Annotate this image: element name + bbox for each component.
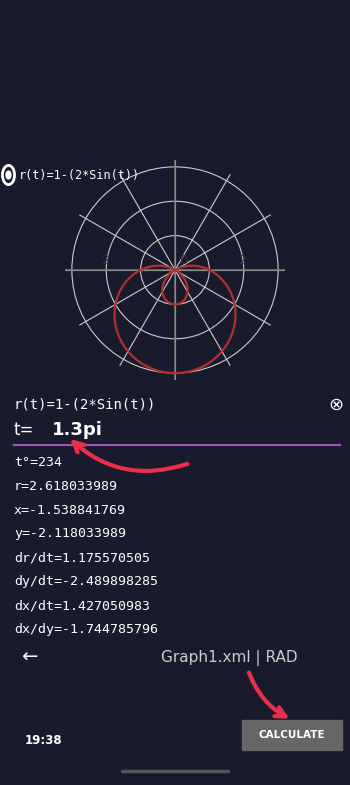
Text: Graph1.xml | RAD: Graph1.xml | RAD [161,649,298,666]
Circle shape [6,171,11,179]
Text: 2: 2 [102,254,111,267]
Text: r=2.618033989: r=2.618033989 [14,480,118,492]
Text: x=-1.538841769: x=-1.538841769 [14,503,126,517]
Text: ⊗: ⊗ [328,396,344,414]
Text: 0: 0 [179,254,188,267]
Text: CALCULATE: CALCULATE [259,730,325,740]
Bar [242,720,342,750]
Text: r(t)=1-(2*Sin(t)): r(t)=1-(2*Sin(t)) [14,398,156,412]
Text: 19:38: 19:38 [25,733,62,747]
Text: r(t)=1-(2*Sin(t)): r(t)=1-(2*Sin(t)) [19,169,140,181]
Text: 68%: 68% [302,735,326,745]
Text: t=: t= [14,421,34,439]
Text: ←: ← [21,648,37,667]
Text: dx/dy=-1.744785796: dx/dy=-1.744785796 [14,623,158,637]
Text: y=-2.118033989: y=-2.118033989 [14,528,126,541]
Text: dr/dt=1.175570505: dr/dt=1.175570505 [14,552,150,564]
Text: t°=234: t°=234 [14,455,62,469]
Text: dx/dt=1.427050983: dx/dt=1.427050983 [14,600,150,612]
Text: dy/dt=-2.489898285: dy/dt=-2.489898285 [14,575,158,589]
Text: 1.3pi: 1.3pi [52,421,103,439]
Text: 2: 2 [239,254,248,267]
